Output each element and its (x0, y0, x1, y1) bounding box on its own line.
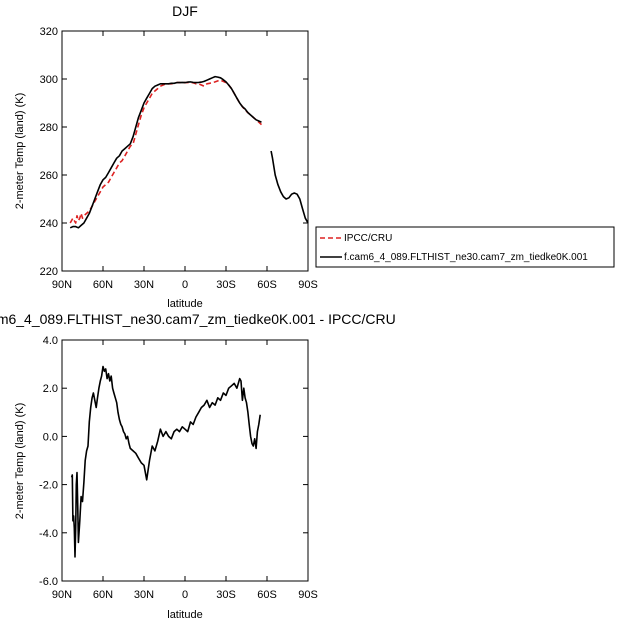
chart-1-series-line-1 (69, 79, 263, 224)
chart-1-y-tick-label: 220 (40, 266, 58, 278)
chart-2-title: f.cam6_4_089.FLTHIST_ne30.cam7_zm_tiedke… (0, 311, 396, 327)
chart-2-x-tick-label: 90S (298, 589, 318, 601)
chart-2-y-ticks: -6.0 -4.0 -2.0 0.0 2.0 4.0 (39, 335, 308, 588)
chart-2-x-tick-label: 30S (216, 589, 236, 601)
chart-1-x-tick-label: 30S (216, 279, 236, 291)
chart-2-x-tick-label: 60N (93, 589, 113, 601)
chart-2-y-tick-label: -4.0 (39, 528, 58, 540)
legend-label-model: f.cam6_4_089.FLTHIST_ne30.cam7_zm_tiedke… (344, 252, 588, 263)
chart-1-y-tick-label: 320 (40, 26, 58, 38)
chart-2-x-tick-label: 0 (182, 589, 188, 601)
chart-2-x-axis-label: latitude (167, 609, 202, 621)
chart-1-y-tick-label: 280 (40, 122, 58, 134)
chart-1-y-tick-label: 260 (40, 170, 58, 182)
chart-1-series (69, 75, 309, 229)
chart-1-legend: IPCC/CRU f.cam6_4_089.FLTHIST_ne30.cam7_… (315, 226, 615, 268)
chart-1-title: DJF (172, 3, 198, 19)
chart-1-y-tick-label: 300 (40, 74, 58, 86)
chart-2-y-tick-label: 0.0 (43, 431, 58, 443)
chart-2-series-line-1 (70, 365, 261, 558)
chart-1-x-axis-label: latitude (167, 298, 202, 310)
chart-1-y-ticks: 220 240 260 280 300 320 (40, 26, 308, 278)
chart-1-x-tick-label: 90S (298, 279, 318, 291)
chart-1-x-tick-label: 0 (182, 279, 188, 291)
chart-1-series-line-2 (69, 75, 309, 229)
chart-2-y-axis-label: 2-meter Temp (land) (K) (14, 403, 26, 520)
chart-2-y-tick-label: 4.0 (43, 335, 58, 347)
chart-2-x-tick-label: 90N (52, 589, 72, 601)
chart-2-y-tick-label: 2.0 (43, 383, 58, 395)
chart-2-series (70, 365, 261, 558)
chart-2-y-tick-label: -6.0 (39, 576, 58, 588)
chart-2-x-tick-label: 30N (134, 589, 154, 601)
chart-1-y-axis-label: 2-meter Temp (land) (K) (14, 93, 26, 210)
chart-2-plot-frame (61, 339, 309, 582)
chart-1-x-tick-label: 90N (52, 279, 72, 291)
chart-2-x-ticks: 90N 60N 30N 0 30S 60S 90S (52, 340, 318, 601)
chart-1-x-tick-label: 60S (257, 279, 277, 291)
chart-2-x-tick-label: 60S (257, 589, 277, 601)
legend-box (315, 226, 615, 268)
chart-1-x-ticks: 90N 60N 30N 0 30S 60S 90S (52, 31, 318, 291)
chart-1-x-tick-label: 30N (134, 279, 154, 291)
legend-label-cru: IPCC/CRU (344, 233, 392, 244)
chart-1-y-tick-label: 240 (40, 218, 58, 230)
chart-1-x-tick-label: 60N (93, 279, 113, 291)
chart-2-y-tick-label: -2.0 (39, 480, 58, 492)
